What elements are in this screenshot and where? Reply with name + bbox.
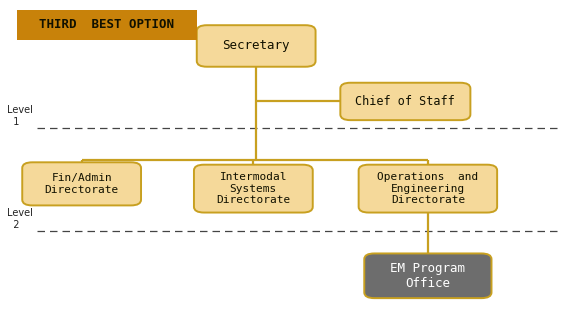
Text: EM Program
Office: EM Program Office (390, 262, 466, 290)
FancyBboxPatch shape (359, 165, 497, 212)
Text: Level
  2: Level 2 (7, 208, 33, 230)
FancyBboxPatch shape (340, 83, 470, 120)
Text: Chief of Staff: Chief of Staff (355, 95, 455, 108)
Text: Operations  and
Engineering
Directorate: Operations and Engineering Directorate (377, 172, 479, 205)
FancyBboxPatch shape (17, 10, 197, 40)
FancyBboxPatch shape (22, 162, 141, 205)
Text: Fin/Admin
Directorate: Fin/Admin Directorate (44, 173, 119, 195)
Text: Level
  1: Level 1 (7, 105, 33, 127)
FancyBboxPatch shape (364, 254, 491, 298)
Text: THIRD  BEST OPTION: THIRD BEST OPTION (39, 18, 175, 31)
Text: Intermodal
Systems
Directorate: Intermodal Systems Directorate (216, 172, 291, 205)
FancyBboxPatch shape (194, 165, 313, 212)
Text: Secretary: Secretary (222, 39, 290, 53)
FancyBboxPatch shape (197, 25, 316, 67)
